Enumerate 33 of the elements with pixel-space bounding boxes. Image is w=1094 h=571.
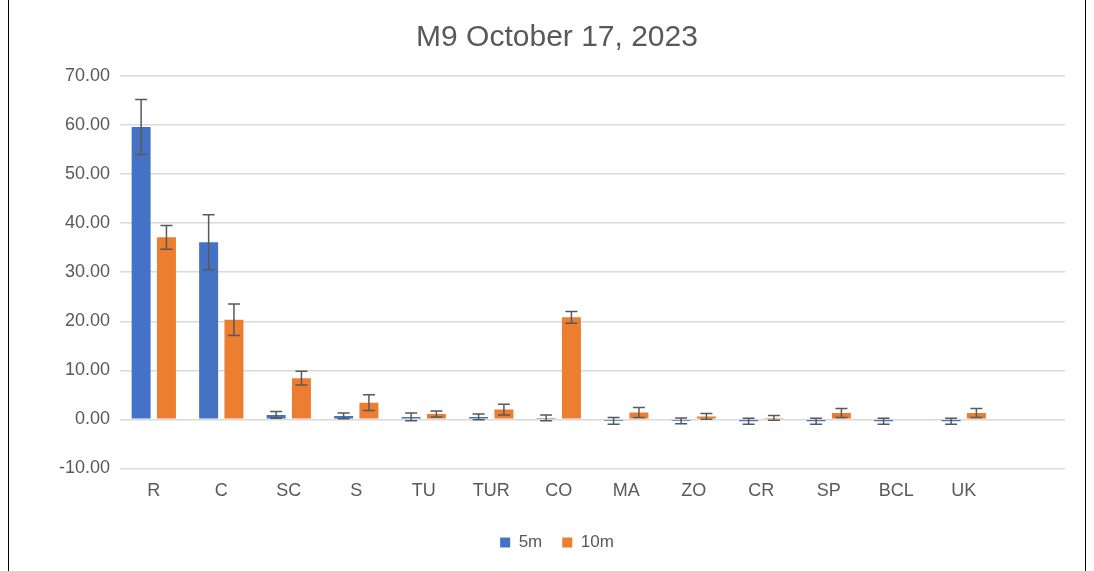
x-tick-label: MA [612, 480, 640, 501]
x-tick-label: BCL [878, 480, 914, 501]
x-tick-label: SC [276, 480, 302, 501]
bar [359, 402, 379, 419]
x-tick-label: TUR [472, 480, 510, 501]
x-tick-label: SP [816, 480, 841, 501]
x-tick-label: CO [545, 480, 573, 501]
y-tick-label: 70.00 [64, 64, 111, 85]
bar [561, 317, 581, 419]
legend-label: 10m [580, 532, 614, 552]
y-tick-label: 40.00 [64, 212, 111, 233]
y-tick-label: 0.00 [74, 408, 111, 429]
y-tick-label: 50.00 [64, 163, 111, 184]
y-tick-label: 60.00 [64, 114, 111, 135]
y-tick-label: 10.00 [64, 359, 111, 380]
bar [156, 237, 176, 419]
legend-label: 5m [518, 532, 543, 552]
x-tick-label: CR [748, 480, 775, 501]
chart-title: M9 October 17, 2023 [416, 19, 698, 53]
y-tick-label: 20.00 [64, 310, 111, 331]
bar [131, 127, 151, 419]
x-tick-label: C [214, 480, 228, 501]
bar [291, 378, 311, 419]
x-tick-label: UK [951, 480, 977, 501]
bar [696, 416, 716, 419]
x-tick-label: S [350, 480, 363, 501]
x-tick-label: TU [411, 480, 436, 501]
y-tick-label: 30.00 [64, 261, 111, 282]
bar [224, 319, 244, 419]
x-tick-label: R [147, 480, 161, 501]
bar [199, 242, 219, 419]
x-tick-label: ZO [681, 480, 707, 501]
y-tick-label: -10.00 [58, 457, 111, 478]
